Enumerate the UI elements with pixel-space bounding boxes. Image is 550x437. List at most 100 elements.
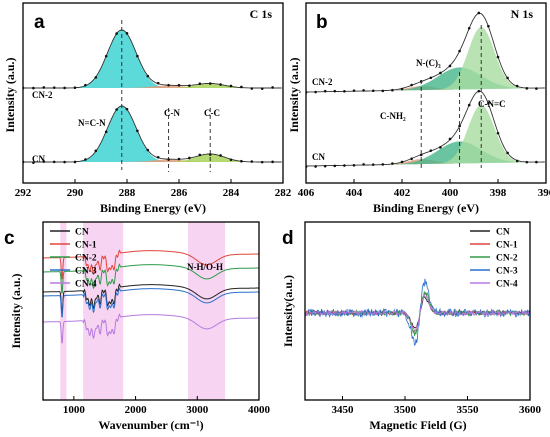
x-tick-label: 3550 — [457, 404, 480, 416]
raw-data-point — [515, 159, 519, 163]
fit-envelope — [23, 29, 282, 89]
panel-a-series-label-bottom: CN — [32, 154, 45, 164]
panel-b-xlabel: Binding Energy (eV) — [373, 201, 479, 215]
raw-data-point — [410, 83, 413, 87]
raw-data-point — [352, 89, 356, 92]
epr-line-CN-4 — [305, 293, 530, 333]
raw-data-point — [104, 130, 108, 134]
panel-b-series-label-top: CN-2 — [312, 77, 333, 87]
raw-data-point — [240, 159, 243, 163]
legend-label: CN-4 — [75, 280, 97, 290]
legend-label: CN-3 — [75, 267, 97, 277]
peak-fill-NCN — [23, 30, 283, 88]
panel-b-letter: b — [316, 12, 328, 33]
panel-d-legend: CN CN-1 CN-2 CN-3 CN-4 — [470, 228, 518, 290]
raw-data-point — [477, 89, 481, 93]
raw-data-point — [400, 160, 404, 164]
raw-data-point — [42, 86, 46, 89]
raw-data-point — [63, 86, 66, 90]
panel-b-series-label-bottom: CN — [312, 152, 325, 162]
panel-d-frame — [304, 221, 531, 401]
raw-data-point — [448, 137, 452, 141]
fit-envelope — [306, 90, 545, 167]
panel-c-x-ticks: 1000 2000 3000 4000 — [63, 396, 271, 416]
peak-fill-CC — [23, 83, 283, 88]
raw-data-point — [271, 160, 274, 164]
panel-a: 292 290 288 286 284 282 a C 1s Binding Energy… — [3, 2, 292, 215]
raw-data-point — [535, 160, 538, 164]
raw-data-point — [448, 64, 452, 68]
x-tick-label: 284 — [223, 187, 240, 199]
panel-b-title: N 1s — [511, 7, 534, 21]
raw-data-point — [525, 160, 529, 164]
panel-a-ann-ncn: N=C-N — [78, 118, 106, 128]
x-tick-label: 3000 — [186, 404, 209, 416]
panel-a-letter: a — [34, 12, 45, 33]
raw-data-point — [136, 54, 139, 58]
panel-c-legend: CN CN-1 CN-2 CN-3 CN-4 — [50, 228, 97, 290]
raw-data-point — [352, 163, 356, 167]
x-tick-label: 2000 — [125, 404, 148, 416]
raw-data-point — [458, 124, 461, 128]
fit-envelope — [306, 12, 545, 93]
raw-data-point — [63, 160, 66, 164]
legend-label: CN — [75, 228, 89, 238]
panel-b-ann-cnh2: C-NH₂ — [380, 111, 406, 121]
raw-data-point — [439, 71, 442, 75]
x-tick-label: 282 — [275, 187, 292, 199]
raw-data-point — [208, 82, 212, 85]
raw-data-point — [136, 129, 139, 133]
panel-a-title: C 1s — [250, 7, 273, 21]
x-tick-label: 4000 — [248, 404, 271, 416]
raw-data-point — [506, 76, 509, 80]
peak-fill — [306, 105, 545, 166]
raw-data-point — [115, 32, 118, 35]
raw-data-point — [477, 11, 481, 15]
raw-data-point — [260, 87, 264, 90]
peak-fill-CN — [23, 159, 283, 162]
panel-b-ann-cnc: C-N=C — [478, 99, 506, 109]
raw-data-point — [362, 163, 365, 166]
panel-a-series-label-top: CN-2 — [32, 90, 53, 100]
raw-data-point — [525, 87, 529, 90]
legend-label: CN-1 — [496, 241, 518, 251]
raw-data-point — [94, 76, 98, 79]
panel-b-ann-nc3: N-(C)₃ — [416, 58, 441, 68]
x-tick-label: 288 — [119, 187, 136, 199]
legend-label: CN-1 — [75, 241, 97, 251]
peak-fill — [306, 27, 545, 93]
legend-label: CN-4 — [496, 280, 518, 290]
legend-label: CN-3 — [496, 267, 518, 277]
raw-data-point — [177, 157, 181, 161]
panel-a-ann-cc: C-C — [204, 108, 220, 118]
raw-data-point — [496, 131, 500, 135]
raw-data-point — [167, 83, 170, 87]
raw-data-point — [84, 83, 87, 87]
raw-data-point — [333, 89, 337, 93]
raw-data-point — [439, 146, 442, 149]
raw-data-point — [229, 84, 233, 88]
x-tick-label: 286 — [171, 187, 188, 199]
raw-data-point — [515, 84, 519, 88]
raw-data-point — [32, 86, 35, 90]
raw-data-point — [496, 55, 500, 59]
fit-envelope — [23, 105, 282, 163]
ftir-line-CN-1 — [43, 249, 259, 280]
raw-data-point — [467, 103, 471, 107]
raw-data-point — [371, 163, 375, 166]
panel-c: 1000 2000 3000 4000 CN CN-1 CN-2 CN-3 CN-4 c Wa… — [4, 221, 271, 432]
raw-data-point — [125, 107, 129, 111]
raw-data-point — [458, 49, 461, 53]
raw-data-point — [156, 81, 160, 85]
panel-c-xlabel: Wavenumber (cm⁻¹) — [98, 418, 203, 432]
raw-data-point — [391, 162, 394, 165]
legend-label: CN-2 — [496, 254, 518, 264]
x-tick-label: 292 — [15, 187, 32, 199]
raw-data-point — [271, 86, 274, 89]
raw-data-point — [32, 161, 35, 164]
raw-data-point — [219, 154, 222, 157]
ftir-line-CN-2 — [43, 263, 259, 294]
ftir-line-CN — [43, 283, 259, 314]
raw-data-point — [52, 86, 56, 89]
panel-b-plot-area — [306, 11, 545, 168]
